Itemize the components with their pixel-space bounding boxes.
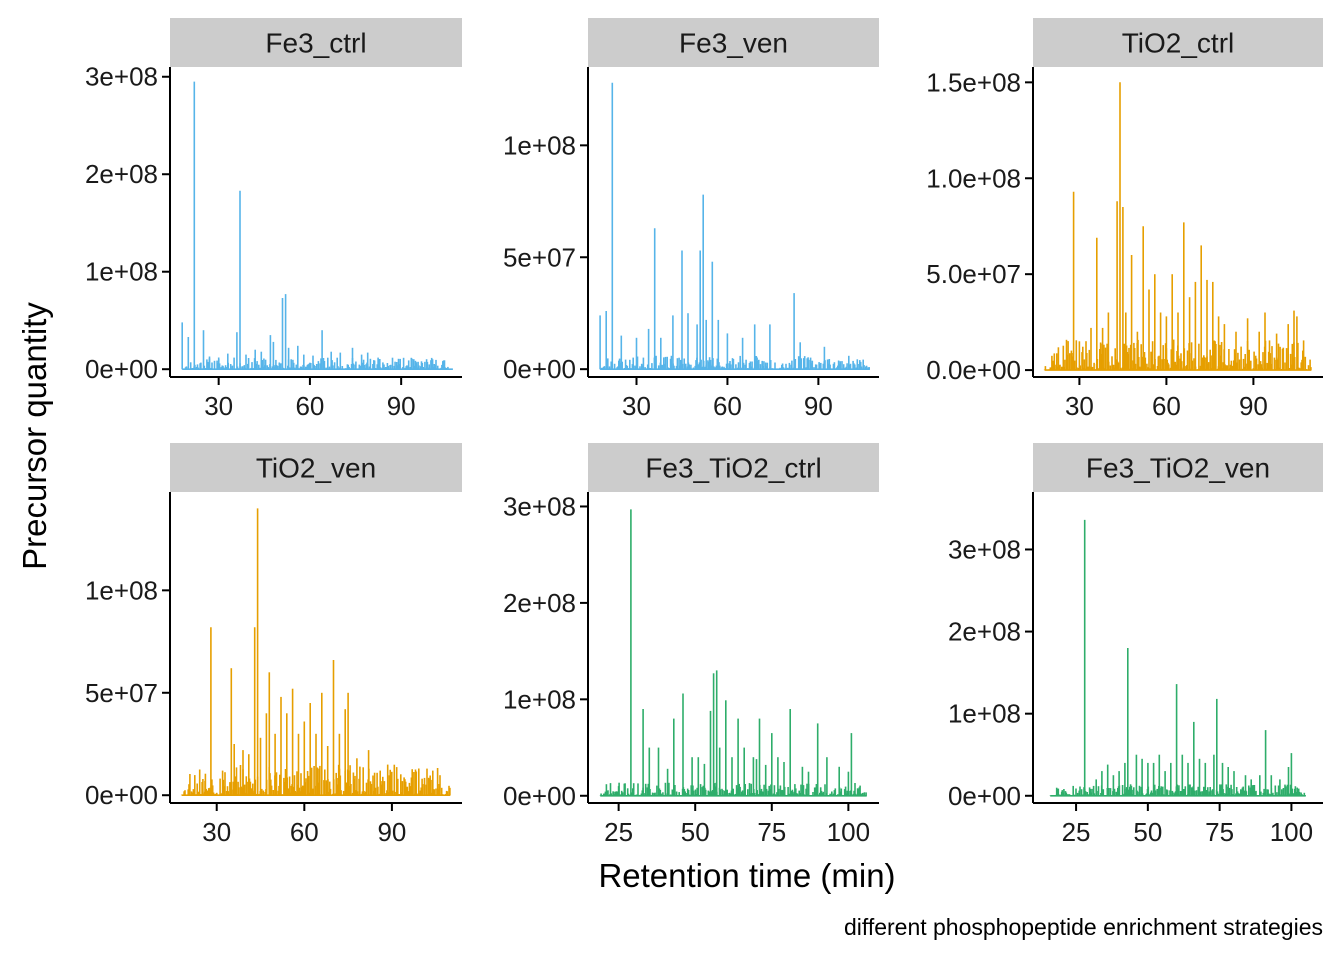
x-tick-label: 25: [1062, 817, 1091, 847]
x-tick-label: 100: [827, 817, 870, 847]
facet-strip: [170, 443, 462, 492]
spectrum-TiO2_ven: [180, 508, 451, 797]
x-tick-label: 30: [202, 817, 231, 847]
y-tick-label: 1e+08: [85, 575, 158, 605]
y-tick-label: 1e+08: [503, 130, 576, 160]
x-tick-label: 60: [290, 817, 319, 847]
spectrum-TiO2_ctrl: [1043, 82, 1312, 371]
facet-label: Fe3_ven: [679, 28, 788, 59]
x-tick-label: 50: [1133, 817, 1162, 847]
spectrum-Fe3_TiO2_ctrl: [599, 509, 867, 797]
facet-strip: [1033, 18, 1323, 67]
y-tick-label: 1e+08: [503, 684, 576, 714]
facet-label: TiO2_ctrl: [1122, 28, 1235, 59]
y-tick-label: 1e+08: [948, 699, 1021, 729]
y-tick-label: 3e+08: [948, 534, 1021, 564]
panel-Fe3_TiO2_ctrl: Fe3_TiO2_ctrl 0e+00 1e+08 2e+08 3e+08 25 50 75 1…: [503, 443, 879, 847]
x-tick-label: 60: [1152, 391, 1181, 421]
spectrum-Fe3_ctrl: [181, 81, 453, 371]
y-tick-label: 5e+07: [503, 242, 576, 272]
y-tick-label: 3e+08: [85, 62, 158, 92]
y-tick-label: 1e+08: [85, 257, 158, 287]
panel-TiO2_ven: TiO2_ven 0e+00 5e+07 1e+08 30 60 90: [85, 443, 462, 847]
y-tick-label: 0e+00: [503, 354, 576, 384]
x-tick-label: 60: [295, 391, 324, 421]
facet-label: Fe3_TiO2_ven: [1086, 453, 1270, 484]
y-tick-label: 5.0e+07: [926, 259, 1021, 289]
y-tick-label: 2e+08: [503, 588, 576, 618]
x-tick-label: 50: [681, 817, 710, 847]
x-tick-label: 30: [622, 391, 651, 421]
y-tick-label: 5e+07: [85, 678, 158, 708]
facet-label: Fe3_ctrl: [265, 28, 366, 59]
facet-label: TiO2_ven: [256, 453, 376, 484]
y-tick-label: 2e+08: [948, 617, 1021, 647]
x-tick-label: 30: [204, 391, 233, 421]
y-tick-label: 0e+00: [503, 781, 576, 811]
caption: different phosphopeptide enrichment stra…: [844, 914, 1323, 940]
panel-Fe3_TiO2_ven: Fe3_TiO2_ven 0e+00 1e+08 2e+08 3e+08 25 50 75 10…: [948, 443, 1323, 847]
facet-strip: [588, 18, 879, 67]
y-tick-label: 3e+08: [503, 491, 576, 521]
y-tick-label: 1.5e+08: [926, 67, 1021, 97]
y-tick-label: 0.0e+00: [926, 355, 1021, 385]
y-tick-label: 0e+00: [948, 781, 1021, 811]
x-tick-label: 90: [387, 391, 416, 421]
x-tick-label: 25: [604, 817, 633, 847]
spectrum-Fe3_TiO2_ven: [1049, 519, 1306, 797]
y-tick-label: 2e+08: [85, 159, 158, 189]
y-tick-label: 0e+00: [85, 354, 158, 384]
x-tick-label: 90: [377, 817, 406, 847]
spectrum-Fe3_ven: [599, 82, 871, 370]
y-axis-title: Precursor quantity: [16, 302, 53, 570]
facet-strip: [170, 18, 462, 67]
x-tick-label: 30: [1065, 391, 1094, 421]
facet-strip: [588, 443, 879, 492]
facet-label: Fe3_TiO2_ctrl: [645, 453, 821, 484]
x-tick-label: 75: [1205, 817, 1234, 847]
x-tick-label: 100: [1270, 817, 1313, 847]
facet-strip: [1033, 443, 1323, 492]
x-tick-label: 75: [757, 817, 786, 847]
x-axis-title: Retention time (min): [598, 857, 895, 894]
panel-TiO2_ctrl: TiO2_ctrl 0.0e+00 5.0e+07 1.0e+08 1.5e+08 30 6…: [926, 18, 1323, 421]
x-tick-label: 90: [804, 391, 833, 421]
panel-Fe3_ven: Fe3_ven 0e+00 5e+07 1e+08 30 60 90: [503, 18, 879, 421]
x-tick-label: 90: [1239, 391, 1268, 421]
y-tick-label: 0e+00: [85, 780, 158, 810]
y-tick-label: 1.0e+08: [926, 163, 1021, 193]
panel-Fe3_ctrl: Fe3_ctrl 0e+00 1e+08 2e+08 3e+08 30 60 90: [85, 18, 462, 421]
x-tick-label: 60: [713, 391, 742, 421]
